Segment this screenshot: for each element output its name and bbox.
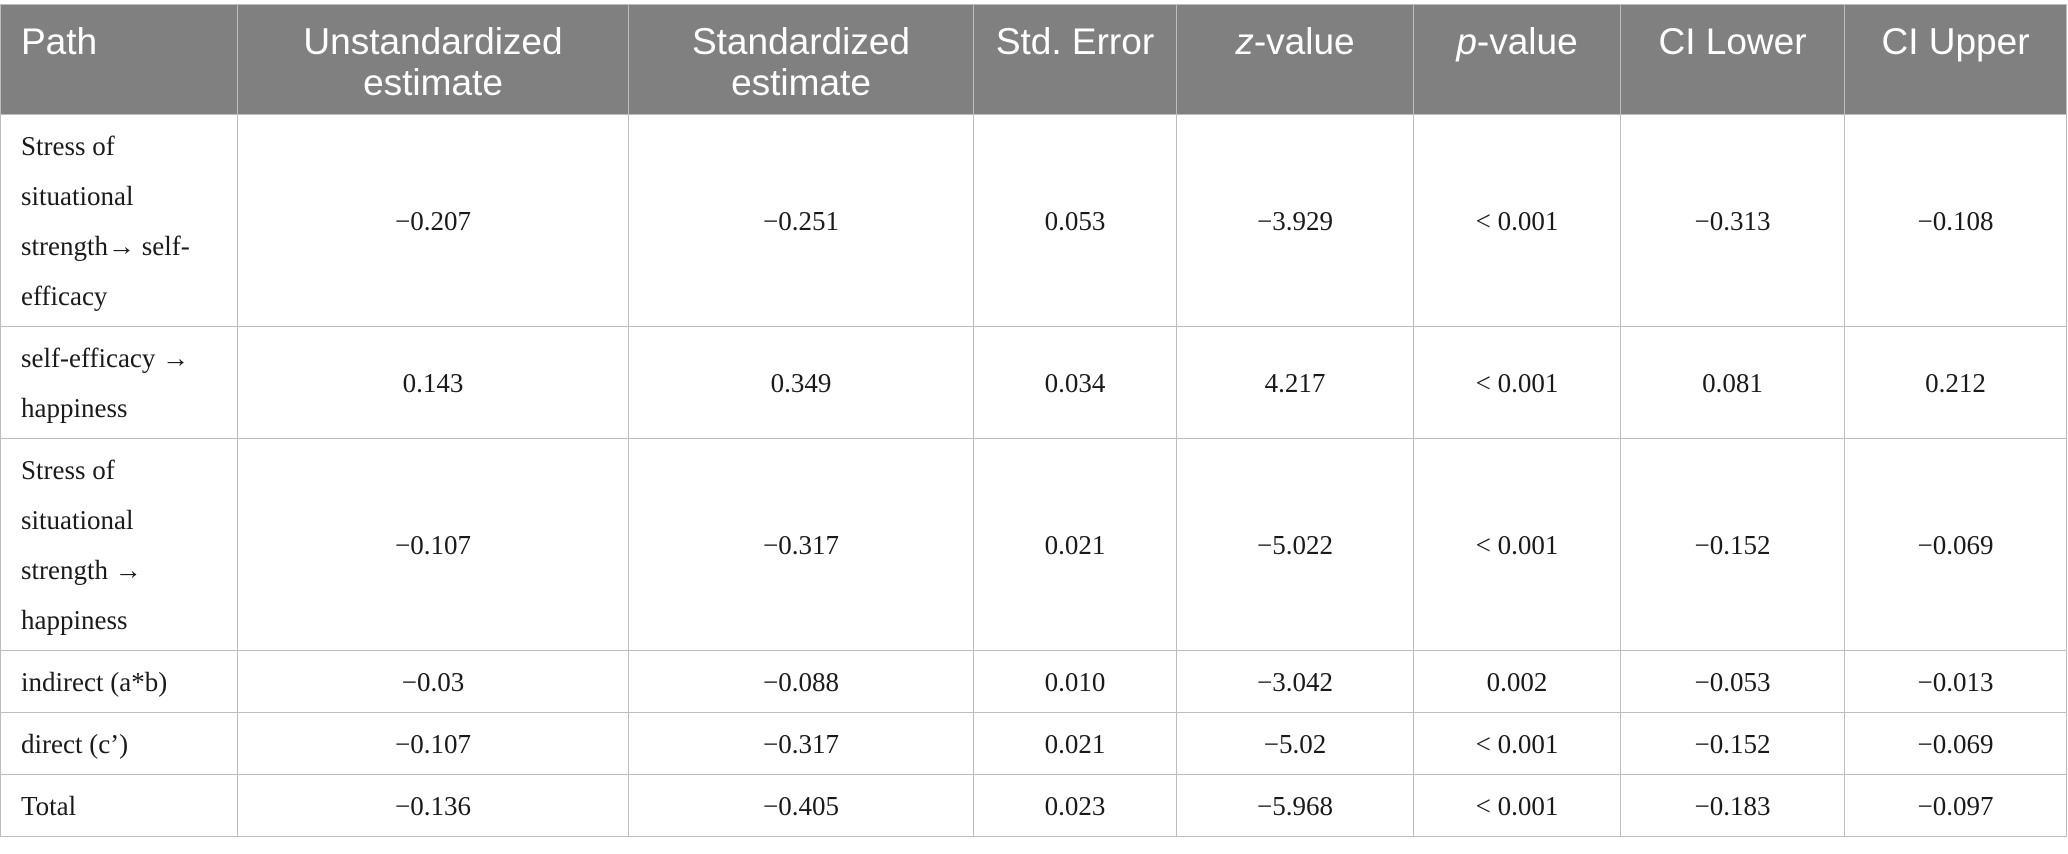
cell-ci-lower: 0.081	[1620, 326, 1845, 439]
cell-standardized-estimate: −0.317	[628, 712, 974, 775]
cell-std-error: 0.023	[973, 774, 1177, 837]
cell-standardized-estimate: −0.251	[628, 114, 974, 327]
header-ci-upper: CI Upper	[1844, 4, 2067, 115]
cell-ci-upper: −0.097	[1844, 774, 2067, 837]
cell-ci-lower: −0.183	[1620, 774, 1845, 837]
mediation-results-table: Path Unstandardized estimate Standardized…	[0, 4, 2067, 837]
cell-path: direct (c’)	[0, 712, 238, 775]
header-path: Path	[0, 4, 238, 115]
cell-ci-upper: −0.108	[1844, 114, 2067, 327]
cell-p-value: < 0.001	[1413, 326, 1621, 439]
cell-z-value: 4.217	[1176, 326, 1414, 439]
header-standardized-estimate: Standardized estimate	[628, 4, 974, 115]
cell-z-value: −3.042	[1176, 650, 1414, 713]
table-row: Stress of situational strength→ self-eff…	[0, 114, 2067, 327]
cell-standardized-estimate: 0.349	[628, 326, 974, 439]
cell-ci-upper: 0.212	[1844, 326, 2067, 439]
cell-p-value: < 0.001	[1413, 438, 1621, 651]
cell-path: indirect (a*b)	[0, 650, 238, 713]
cell-path: Stress of situational strength→ self-eff…	[0, 114, 238, 327]
header-ci-lower: CI Lower	[1620, 4, 1845, 115]
table-row: Total −0.136 −0.405 0.023 −5.968 < 0.001 −0.18…	[0, 774, 2067, 837]
cell-p-value: 0.002	[1413, 650, 1621, 713]
cell-ci-lower: −0.152	[1620, 438, 1845, 651]
table-row: self-efficacy → happiness 0.143 0.349 0.034…	[0, 326, 2067, 439]
cell-path: self-efficacy → happiness	[0, 326, 238, 439]
table-row: direct (c’) −0.107 −0.317 0.021 −5.02 < 0.001…	[0, 712, 2067, 775]
cell-unstandardized-estimate: −0.107	[237, 438, 629, 651]
cell-unstandardized-estimate: −0.136	[237, 774, 629, 837]
cell-unstandardized-estimate: −0.107	[237, 712, 629, 775]
cell-z-value: −5.02	[1176, 712, 1414, 775]
cell-p-value: < 0.001	[1413, 774, 1621, 837]
cell-p-value: < 0.001	[1413, 712, 1621, 775]
cell-z-value: −5.968	[1176, 774, 1414, 837]
header-std-error: Std. Error	[973, 4, 1177, 115]
table-row: indirect (a*b) −0.03 −0.088 0.010 −3.042 0.00…	[0, 650, 2067, 713]
cell-std-error: 0.053	[973, 114, 1177, 327]
cell-std-error: 0.021	[973, 438, 1177, 651]
cell-ci-lower: −0.152	[1620, 712, 1845, 775]
cell-standardized-estimate: −0.088	[628, 650, 974, 713]
cell-p-value: < 0.001	[1413, 114, 1621, 327]
header-unstandardized-estimate: Unstandardized estimate	[237, 4, 629, 115]
cell-path: Stress of situational strength → happine…	[0, 438, 238, 651]
cell-ci-upper: −0.069	[1844, 712, 2067, 775]
header-p-value: p-value	[1413, 4, 1621, 115]
cell-unstandardized-estimate: −0.03	[237, 650, 629, 713]
cell-std-error: 0.034	[973, 326, 1177, 439]
header-row: Path Unstandardized estimate Standardized…	[0, 4, 2067, 115]
cell-ci-lower: −0.313	[1620, 114, 1845, 327]
cell-path: Total	[0, 774, 238, 837]
cell-unstandardized-estimate: −0.207	[237, 114, 629, 327]
cell-std-error: 0.010	[973, 650, 1177, 713]
cell-ci-upper: −0.069	[1844, 438, 2067, 651]
cell-ci-upper: −0.013	[1844, 650, 2067, 713]
cell-standardized-estimate: −0.405	[628, 774, 974, 837]
cell-std-error: 0.021	[973, 712, 1177, 775]
cell-z-value: −3.929	[1176, 114, 1414, 327]
cell-z-value: −5.022	[1176, 438, 1414, 651]
table-row: Stress of situational strength → happine…	[0, 438, 2067, 651]
cell-standardized-estimate: −0.317	[628, 438, 974, 651]
cell-ci-lower: −0.053	[1620, 650, 1845, 713]
cell-unstandardized-estimate: 0.143	[237, 326, 629, 439]
header-z-value: z-value	[1176, 4, 1414, 115]
